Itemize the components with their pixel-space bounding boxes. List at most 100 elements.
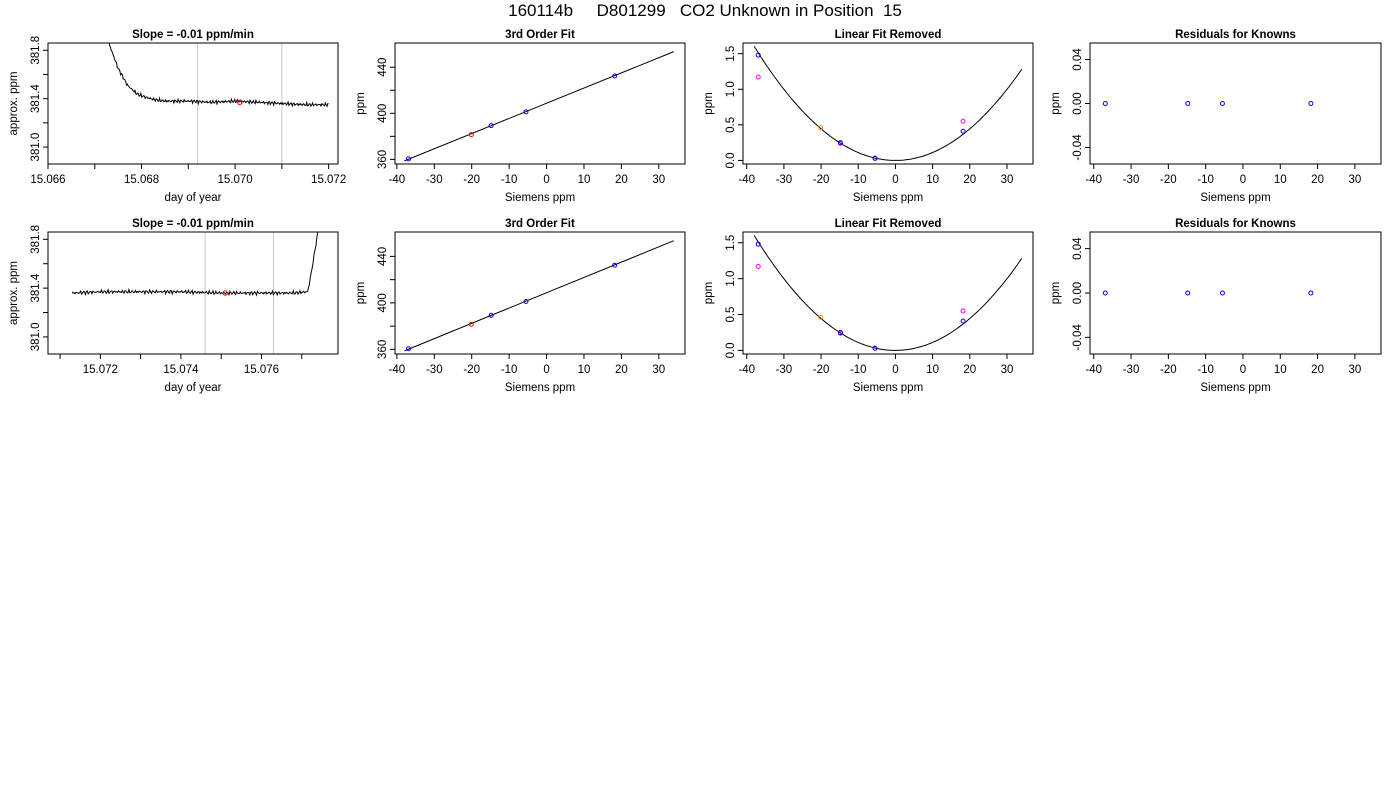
x-tick-label: -30 xyxy=(1123,364,1140,376)
x-tick-label: -30 xyxy=(776,174,793,186)
ppm-trace xyxy=(108,43,329,108)
x-tick-label: 20 xyxy=(1311,364,1324,376)
plot-frame xyxy=(394,42,686,165)
y-tick-label: -0.04 xyxy=(1072,324,1084,351)
x-axis-label: day of year xyxy=(165,192,222,204)
x-tick-label: -20 xyxy=(463,364,480,376)
plot-area xyxy=(71,232,319,297)
y-tick-label: 400 xyxy=(377,293,389,312)
row2-residual-curve: Linear Fit Removed -40 -30 -20 -10 0 10 20 30 0.0… xyxy=(703,218,1034,394)
x-tick-label: 20 xyxy=(963,174,976,186)
plot-area xyxy=(404,51,674,162)
known-point xyxy=(523,109,529,115)
x-axis-label: Siemens ppm xyxy=(853,192,923,204)
x-tick-label: 10 xyxy=(926,364,939,376)
plot-frame xyxy=(742,42,1034,165)
row2-fit: 3rd Order Fit -40 -30 -20 -10 0 10 20 30 360 400 44… xyxy=(355,218,686,394)
secondary-point xyxy=(960,308,966,314)
x-tick-label: -30 xyxy=(426,364,443,376)
plot-area xyxy=(404,240,674,352)
x-tick-label: -10 xyxy=(850,174,867,186)
panel-title: Slope = -0.01 ppm/min xyxy=(132,29,254,41)
y-tick-label: 381.8 xyxy=(30,225,42,254)
plot-frame xyxy=(394,231,686,355)
x-tick-label: 30 xyxy=(1348,174,1361,186)
row1-residual-curve: Linear Fit Removed -40 -30 -20 -10 0 10 20 30 0.0… xyxy=(703,29,1034,204)
fit-line xyxy=(404,51,674,162)
known-point xyxy=(960,128,966,134)
known-point xyxy=(1219,101,1225,106)
x-tick-label: 0 xyxy=(543,174,549,186)
unknown-point xyxy=(468,132,474,138)
y-tick-label: 0.00 xyxy=(1072,282,1084,304)
plot-area xyxy=(753,235,1023,351)
x-tick-label: 15.070 xyxy=(218,174,253,186)
x-tick-label: -10 xyxy=(1197,364,1214,376)
y-axis-label: approx. ppm xyxy=(8,261,20,325)
y-tick-label: 381.4 xyxy=(30,273,42,302)
page-title: 160114b D801299 CO2 Unknown in Position … xyxy=(508,1,902,20)
panel-title: 3rd Order Fit xyxy=(505,218,575,230)
panel-title: 3rd Order Fit xyxy=(505,29,575,41)
x-tick-label: 10 xyxy=(1274,364,1287,376)
x-tick-label: -40 xyxy=(389,364,406,376)
x-tick-label: 0 xyxy=(892,364,898,376)
x-tick-label: -10 xyxy=(501,364,518,376)
x-tick-label: -40 xyxy=(1085,174,1102,186)
known-point xyxy=(1102,101,1108,106)
x-tick-label: -20 xyxy=(813,174,830,186)
y-axis-label: approx. ppm xyxy=(8,72,20,136)
y-tick-label: 0.00 xyxy=(1072,92,1084,114)
row1-fit: 3rd Order Fit -40 -30 -20 -10 0 10 20 30 360 400 44… xyxy=(355,29,686,204)
secondary-point xyxy=(755,263,761,269)
y-tick-label: 1.5 xyxy=(725,46,737,62)
x-tick-label: 15.076 xyxy=(244,364,279,376)
y-tick-label: 440 xyxy=(377,247,389,266)
x-tick-label: -30 xyxy=(776,364,793,376)
x-axis-label: Siemens ppm xyxy=(1200,382,1270,394)
y-tick-label: 381.4 xyxy=(30,84,42,113)
x-tick-label: 20 xyxy=(615,174,628,186)
ppm-trace xyxy=(71,232,319,297)
known-point xyxy=(755,52,761,58)
known-point xyxy=(488,312,494,318)
x-tick-label: 20 xyxy=(615,364,628,376)
x-tick-label: 15.072 xyxy=(311,174,346,186)
x-tick-label: 30 xyxy=(652,174,665,186)
y-tick-label: 0.5 xyxy=(725,117,737,133)
panel-title: Linear Fit Removed xyxy=(835,29,942,41)
secondary-point xyxy=(755,74,761,80)
x-tick-label: -20 xyxy=(1160,174,1177,186)
y-tick-label: 0.5 xyxy=(725,307,737,323)
x-axis-label: Siemens ppm xyxy=(505,382,575,394)
known-point xyxy=(960,318,966,324)
fit-curve xyxy=(753,46,1023,161)
sample-marker xyxy=(237,99,243,105)
x-tick-label: 30 xyxy=(1001,364,1014,376)
plot-area xyxy=(108,43,329,108)
x-tick-label: 30 xyxy=(1348,364,1361,376)
y-tick-label: 381.0 xyxy=(30,323,42,352)
y-tick-label: 0.0 xyxy=(725,342,737,358)
y-tick-label: 1.0 xyxy=(725,271,737,287)
x-tick-label: 0 xyxy=(1240,364,1246,376)
known-point xyxy=(872,155,878,161)
x-tick-label: -40 xyxy=(1085,364,1102,376)
y-tick-label: -0.04 xyxy=(1072,134,1084,161)
known-point xyxy=(1185,101,1191,106)
panel-title: Linear Fit Removed xyxy=(835,218,942,230)
x-tick-label: 30 xyxy=(652,364,665,376)
x-axis-label: day of year xyxy=(165,382,222,394)
known-point xyxy=(405,346,411,352)
fit-line xyxy=(404,240,674,352)
row2-residuals: Residuals for Knowns -40 -30 -20 -10 0 10 20 30 -… xyxy=(1050,218,1382,394)
y-tick-label: 0.0 xyxy=(725,152,737,168)
unknown-point xyxy=(818,125,824,131)
y-axis-label: ppm xyxy=(355,92,367,114)
known-point xyxy=(1308,290,1314,296)
known-point xyxy=(755,241,761,247)
sample-marker xyxy=(222,290,228,296)
known-point xyxy=(1102,290,1108,296)
known-point xyxy=(837,329,843,335)
